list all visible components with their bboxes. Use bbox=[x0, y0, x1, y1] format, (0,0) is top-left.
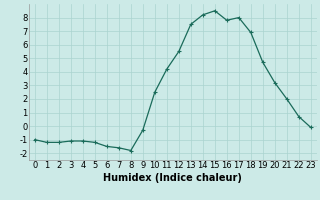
X-axis label: Humidex (Indice chaleur): Humidex (Indice chaleur) bbox=[103, 173, 242, 183]
